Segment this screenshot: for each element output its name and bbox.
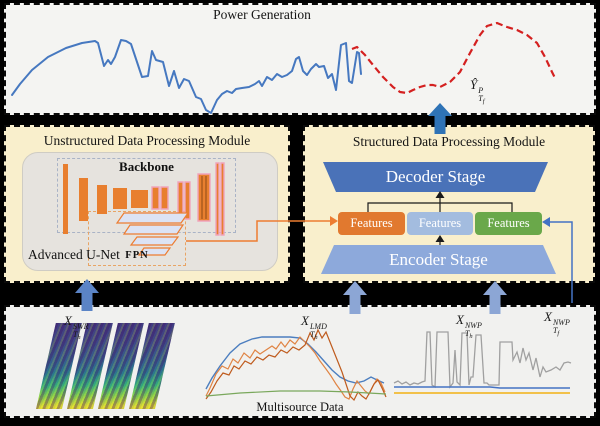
- nwp-forecast-input-label: X NWP Tf: [544, 309, 570, 336]
- math-sub: T: [464, 329, 470, 338]
- math-sup: LMD: [309, 322, 327, 331]
- math-subsub: h: [314, 333, 318, 341]
- math-sup: NWP: [464, 321, 482, 330]
- fpn-label: FPN: [125, 250, 149, 261]
- power-generation-title: Power Generation: [213, 7, 311, 22]
- math-base: X: [544, 309, 552, 324]
- math-subsub: h: [77, 333, 81, 341]
- features-box-nwp: Features: [475, 212, 542, 235]
- nwp-history-input-label: X NWP Th: [456, 312, 482, 339]
- decoder-stage-label: Decoder Stage: [385, 167, 486, 186]
- unstructured-module-title: Unstructured Data Processing Module: [43, 133, 251, 148]
- math-base: Ŷ: [470, 77, 478, 92]
- math-subsub: f: [557, 329, 560, 337]
- math-base: X: [456, 312, 464, 327]
- math-subsub: h: [469, 332, 473, 340]
- math-base: X: [301, 313, 309, 328]
- forecast-math-label: Ŷ P Tf: [470, 77, 485, 104]
- features-box-unet: Features: [338, 212, 405, 235]
- math-subsub: f: [482, 97, 485, 105]
- math-sub: T: [478, 94, 483, 103]
- advanced-unet-label: Advanced U-Net: [28, 247, 120, 262]
- swr-input-label: X SWR Th: [64, 313, 89, 340]
- math-sub: T: [309, 330, 315, 339]
- features-box-encoder: Features: [407, 212, 473, 235]
- math-sub: T: [552, 326, 558, 335]
- math-sup: SWR: [72, 322, 89, 331]
- multisource-data-caption: Multisource Data: [256, 400, 344, 414]
- structured-module-title: Structured Data Processing Module: [352, 134, 546, 149]
- math-base: X: [64, 313, 72, 328]
- math-sup: NWP: [552, 318, 570, 327]
- lmd-input-label: X LMD Th: [301, 313, 327, 340]
- encoder-stage-label: Encoder Stage: [389, 250, 488, 269]
- backbone-label: Backbone: [119, 159, 174, 174]
- math-sub: T: [72, 330, 78, 339]
- math-sup: P: [478, 86, 484, 95]
